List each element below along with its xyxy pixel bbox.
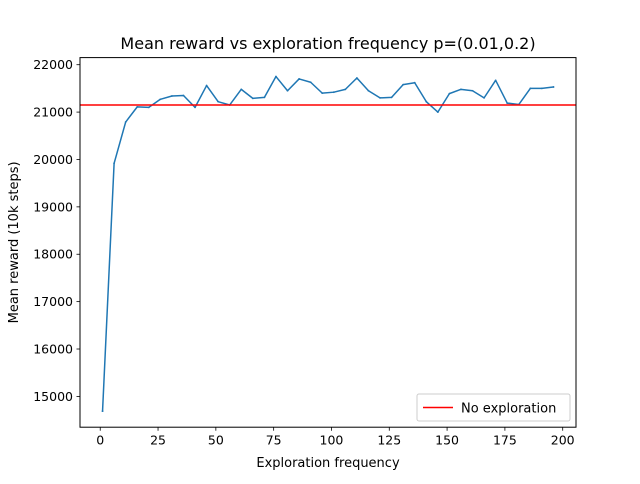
data-point <box>448 92 451 95</box>
data-point <box>263 96 266 99</box>
y-tick-label: 17000 <box>33 294 73 309</box>
data-point <box>147 106 150 109</box>
x-axis-label: Exploration frequency <box>256 456 400 471</box>
data-point <box>171 95 173 97</box>
data-point <box>402 83 405 86</box>
x-tick-label: 175 <box>493 433 517 448</box>
data-point <box>483 96 485 99</box>
y-tick-label: 18000 <box>33 247 73 262</box>
data-point <box>182 94 185 97</box>
data-point <box>471 89 474 92</box>
y-tick-label: 22000 <box>33 57 73 72</box>
x-tick-label: 25 <box>150 433 166 448</box>
data-point <box>367 89 370 92</box>
data-point <box>344 88 347 91</box>
data-point <box>275 75 277 78</box>
data-point <box>298 78 300 80</box>
data-point <box>205 84 208 87</box>
x-tick-label: 125 <box>377 433 401 448</box>
chart-title: Mean reward vs exploration frequency p=(… <box>120 34 535 53</box>
data-point <box>194 106 196 109</box>
y-tick-label: 15000 <box>33 389 73 404</box>
y-axis-ticks: 15000 16000 17000 18000 19000 20000 21000 22000 <box>33 57 80 404</box>
y-tick-label: 20000 <box>33 152 73 167</box>
y-tick-label: 16000 <box>33 342 73 357</box>
legend-box <box>416 393 571 422</box>
data-point <box>159 98 162 101</box>
x-tick-label: 100 <box>320 433 344 448</box>
data-point <box>506 102 509 104</box>
data-point <box>321 92 324 95</box>
data-point <box>413 81 416 84</box>
y-tick-label: 19000 <box>33 199 73 214</box>
x-tick-label: 75 <box>266 433 282 448</box>
y-tick-label: 21000 <box>33 105 73 120</box>
x-tick-label: 200 <box>551 433 575 448</box>
data-point <box>540 87 543 90</box>
data-point <box>436 111 439 113</box>
data-point <box>136 105 139 108</box>
data-point <box>529 87 532 90</box>
data-point <box>251 97 254 100</box>
x-axis-ticks: 0 25 50 75 100 125 150 175 200 <box>96 427 575 448</box>
data-point <box>113 162 116 165</box>
data-point <box>217 100 220 103</box>
data-point <box>460 88 462 91</box>
data-point <box>379 96 381 99</box>
legend: No exploration <box>416 393 571 422</box>
axes-frame <box>79 57 577 428</box>
data-point <box>552 86 555 88</box>
data-point <box>356 77 358 79</box>
x-tick-label: 0 <box>96 433 104 448</box>
data-point <box>332 91 335 94</box>
y-axis-label: Mean reward (10k steps) <box>7 161 22 323</box>
data-point <box>286 89 289 92</box>
plot-area <box>80 75 576 412</box>
x-tick-label: 50 <box>208 433 224 448</box>
data-point <box>101 410 104 412</box>
series-line-0 <box>101 75 555 412</box>
data-point <box>124 121 127 123</box>
data-point <box>240 88 243 91</box>
legend-label-no-exploration: No exploration <box>461 402 556 417</box>
data-point <box>390 96 393 99</box>
x-tick-label: 150 <box>435 433 459 448</box>
data-point <box>494 79 497 82</box>
data-point <box>309 81 312 84</box>
data-point <box>425 100 428 103</box>
